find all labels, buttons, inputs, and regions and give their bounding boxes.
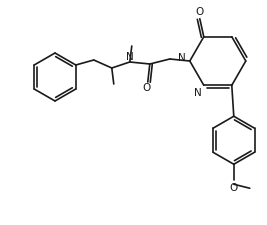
Text: N: N: [178, 53, 186, 63]
Text: N: N: [194, 88, 202, 98]
Text: O: O: [230, 183, 238, 193]
Text: N: N: [126, 52, 134, 62]
Text: O: O: [143, 83, 151, 93]
Text: O: O: [196, 7, 204, 17]
